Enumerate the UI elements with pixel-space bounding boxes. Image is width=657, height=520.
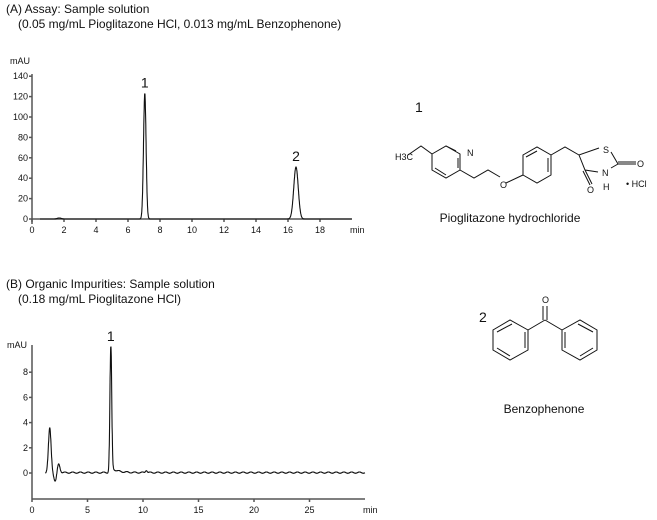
y-tick-label: 60 xyxy=(18,153,28,163)
atom-nh: N xyxy=(602,168,609,178)
benzophenone-structure: 2 O Benzophenone xyxy=(479,295,598,416)
y-tick-label: 6 xyxy=(23,392,28,402)
y-axis-label: mAU xyxy=(10,56,30,66)
panel-a-subtitle: (0.05 mg/mL Pioglitazone HCl, 0.013 mg/m… xyxy=(18,17,341,31)
x-tick-label: 5 xyxy=(85,505,90,515)
x-tick-label: 15 xyxy=(193,505,203,515)
x-tick-label: 10 xyxy=(187,225,197,235)
x-tick-label: 8 xyxy=(157,225,162,235)
atom-o: O xyxy=(500,180,507,190)
panel-b-title: (B) Organic Impurities: Sample solution xyxy=(6,277,215,291)
structure-2-number: 2 xyxy=(479,309,487,325)
y-tick-label: 140 xyxy=(13,71,28,81)
x-tick-label: 0 xyxy=(29,225,34,235)
y-tick-label: 80 xyxy=(18,132,28,142)
chromatogram-trace xyxy=(44,346,366,482)
atom-o: O xyxy=(542,295,549,305)
atom-s: S xyxy=(603,145,609,155)
x-tick-label: 18 xyxy=(315,225,325,235)
y-tick-label: 8 xyxy=(23,367,28,377)
chart-b: 0 2 4 6 8 0 5 10 15 20 25 min mAU 1 xyxy=(7,328,378,515)
peak-label-1: 1 xyxy=(107,328,115,344)
structure-1-name: Pioglitazone hydrochloride xyxy=(440,211,581,225)
x-tick-label: 10 xyxy=(138,505,148,515)
atom-o2: O xyxy=(637,159,644,169)
peak-label-1: 1 xyxy=(141,75,149,91)
y-tick-label: 0 xyxy=(23,468,28,478)
y-axis-label: mAU xyxy=(7,340,27,350)
pioglitazone-structure: 1 H3C N O S O N H O • HCl Pioglitazone h… xyxy=(395,99,647,225)
x-tick-label: 6 xyxy=(125,225,130,235)
y-tick-label: 4 xyxy=(23,418,28,428)
x-tick-label: 20 xyxy=(249,505,259,515)
x-axis-label: min xyxy=(363,505,378,515)
x-axis-label: min xyxy=(350,225,365,235)
structure-1-number: 1 xyxy=(415,99,423,115)
x-tick-label: 12 xyxy=(219,225,229,235)
x-tick-label: 16 xyxy=(283,225,293,235)
atom-h3c: H3C xyxy=(395,152,414,162)
structure-2-name: Benzophenone xyxy=(504,402,585,416)
y-tick-label: 40 xyxy=(18,173,28,183)
x-tick-label: 25 xyxy=(304,505,314,515)
panel-a-title: (A) Assay: Sample solution xyxy=(6,2,149,16)
chromatogram-trace xyxy=(40,93,352,220)
atom-n: N xyxy=(467,148,474,158)
atom-h: H xyxy=(603,182,610,192)
y-tick-label: 120 xyxy=(13,92,28,102)
salt-hcl: • HCl xyxy=(626,179,647,189)
x-tick-label: 2 xyxy=(61,225,66,235)
y-tick-label: 0 xyxy=(23,214,28,224)
y-tick-label: 2 xyxy=(23,443,28,453)
panel-b-subtitle: (0.18 mg/mL Pioglitazone HCl) xyxy=(18,292,181,306)
atom-o3: O xyxy=(587,185,594,195)
x-tick-label: 14 xyxy=(251,225,261,235)
y-tick-label: 20 xyxy=(18,194,28,204)
y-tick-label: 100 xyxy=(13,112,28,122)
peak-label-2: 2 xyxy=(292,148,300,164)
x-tick-label: 4 xyxy=(93,225,98,235)
x-tick-label: 0 xyxy=(29,505,34,515)
